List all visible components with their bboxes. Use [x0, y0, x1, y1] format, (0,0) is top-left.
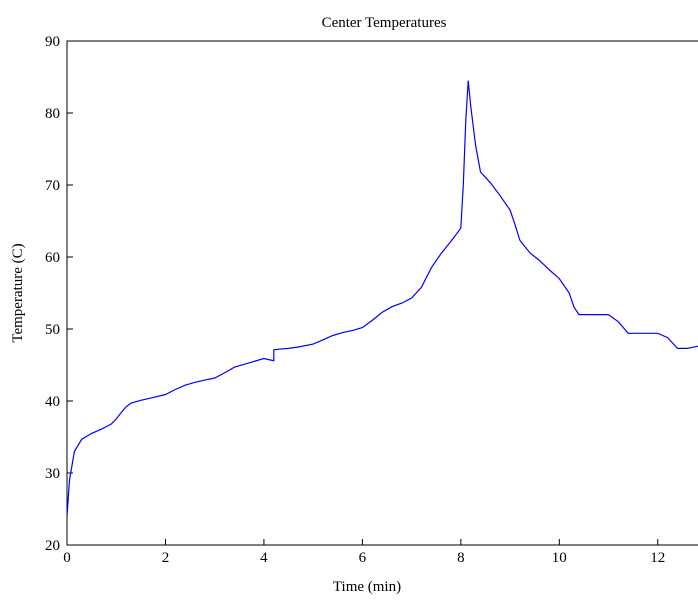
- x-tick-label: 12: [650, 550, 665, 566]
- x-tick-label: 6: [359, 550, 367, 566]
- x-tick-label: 8: [457, 550, 465, 566]
- x-axis-ticks: 0 2 4 6 8 10 12: [63, 539, 665, 566]
- y-axis-label: Temperature (C): [10, 243, 26, 342]
- y-tick-label: 60: [45, 250, 60, 266]
- y-tick-label: 90: [45, 34, 60, 50]
- y-tick-label: 20: [45, 538, 60, 554]
- y-axis-ticks: 20 30 40 50 60 70 80 90: [45, 34, 73, 554]
- chart-title: Center Temperatures: [322, 15, 447, 31]
- x-tick-label: 4: [260, 550, 268, 566]
- y-tick-label: 80: [45, 106, 60, 122]
- plot-frame: [66, 40, 698, 546]
- x-tick-label: 2: [162, 550, 170, 566]
- y-tick-label: 40: [45, 394, 60, 410]
- y-tick-label: 30: [45, 466, 60, 482]
- x-axis-label: Time (min): [333, 579, 401, 595]
- temperature-series-line: [66, 80, 698, 517]
- y-tick-label: 70: [45, 178, 60, 194]
- y-tick-label: 50: [45, 322, 60, 338]
- x-tick-label: 10: [552, 550, 567, 566]
- x-tick-label: 0: [63, 550, 71, 566]
